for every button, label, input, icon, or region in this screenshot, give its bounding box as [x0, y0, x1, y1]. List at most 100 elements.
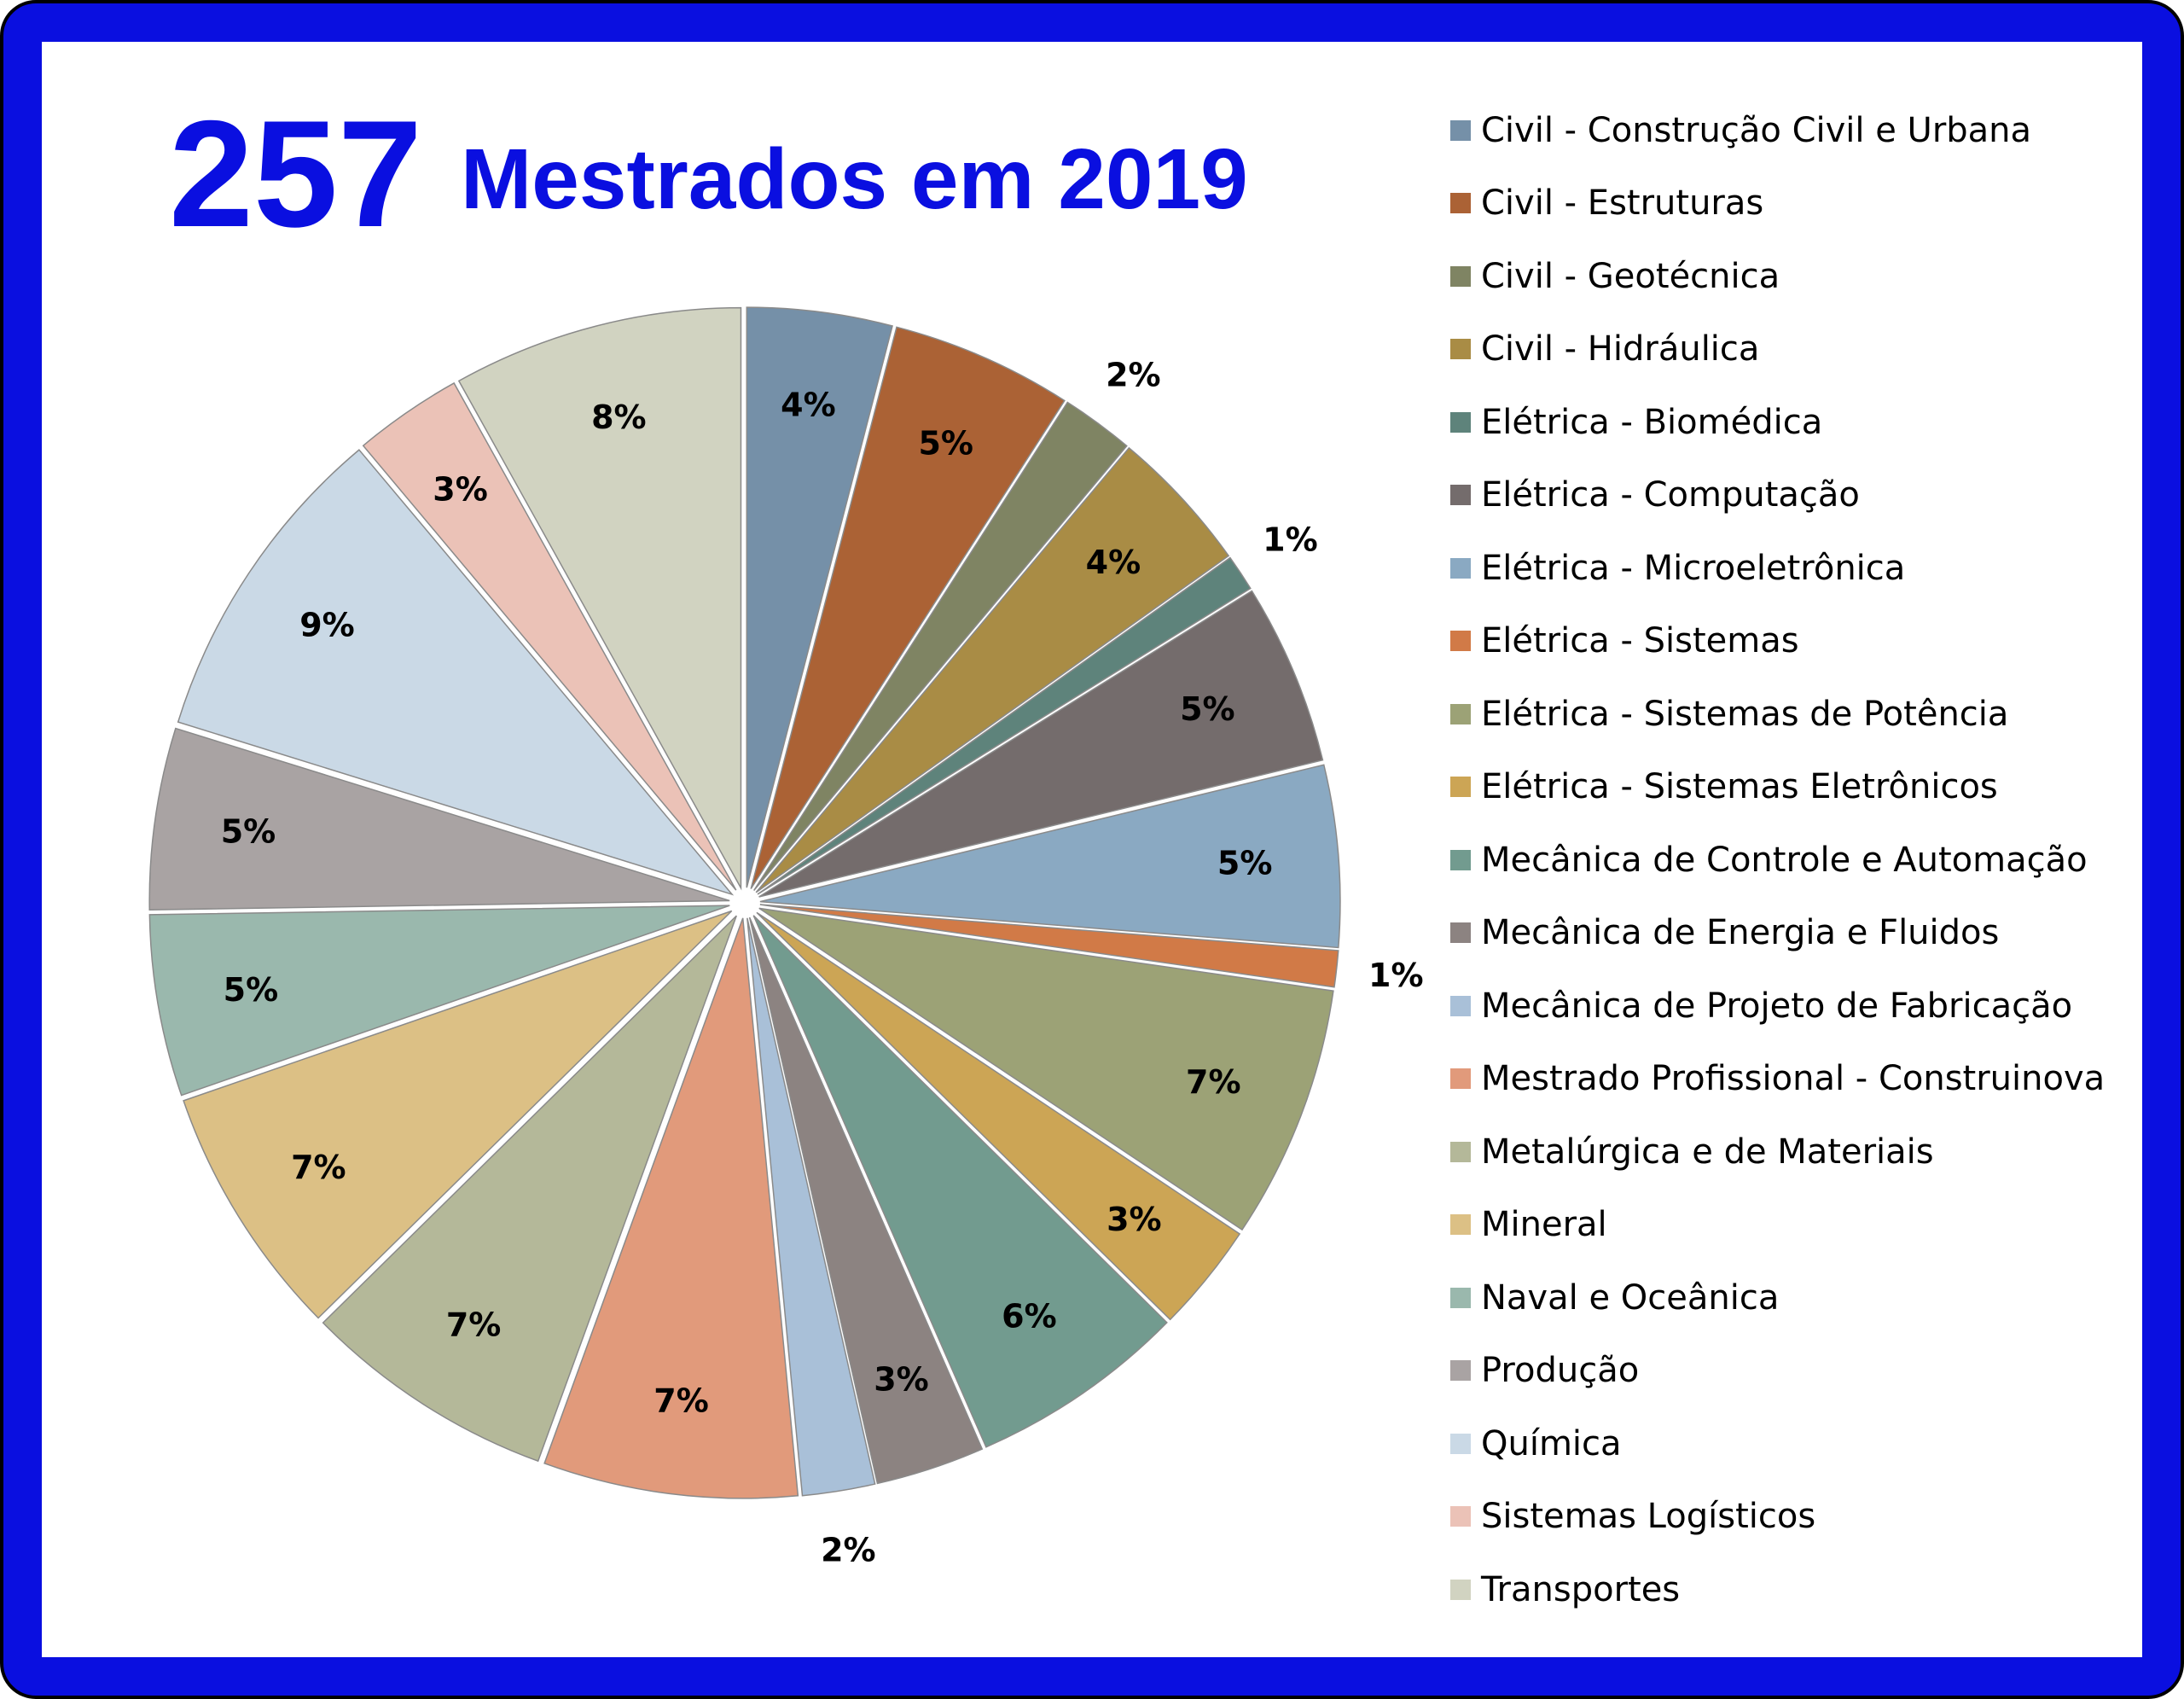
legend-label: Elétrica - Microeletrônica: [1481, 548, 1906, 588]
legend-item: Civil - Estruturas: [1450, 167, 2133, 241]
slice-percent-label: 2%: [1106, 357, 1161, 394]
pie-slice: [362, 381, 737, 891]
pie-slice: [756, 911, 1241, 1321]
legend-swatch: [1450, 411, 1471, 433]
legend-item: Elétrica - Computação: [1450, 459, 2133, 532]
legend-item: Mestrado Profissional - Construinova: [1450, 1043, 2133, 1116]
legend-swatch: [1450, 922, 1471, 944]
pie-slice: [177, 449, 735, 896]
pie-slice: [746, 306, 893, 888]
legend-swatch: [1450, 485, 1471, 506]
legend-swatch: [1450, 849, 1471, 870]
legend-label: Metalúrgica e de Materiais: [1481, 1132, 1934, 1172]
legend-item: Metalúrgica e de Materiais: [1450, 1115, 2133, 1189]
chart-title: Mestrados em 2019: [461, 131, 1248, 227]
legend-item: Transportes: [1450, 1553, 2133, 1626]
pie-slice: [148, 905, 730, 1097]
pie-slice: [543, 917, 799, 1499]
pie-slice: [148, 727, 730, 911]
legend-swatch: [1450, 777, 1471, 798]
slice-percent-label: 6%: [1002, 1297, 1057, 1335]
pie-slice: [759, 764, 1341, 949]
legend-label: Civil - Construção Civil e Urbana: [1481, 110, 2032, 150]
legend-item: Naval e Oceânica: [1450, 1261, 2133, 1335]
total-count: 257: [169, 89, 422, 259]
pie-slice: [752, 915, 1168, 1448]
pie-slice: [758, 590, 1324, 898]
legend-label: Naval e Oceânica: [1481, 1277, 1780, 1318]
pie-slice: [755, 446, 1230, 893]
legend-label: Transportes: [1481, 1569, 1681, 1609]
legend-swatch: [1450, 339, 1471, 360]
legend-label: Química: [1481, 1423, 1622, 1463]
legend-label: Civil - Hidráulica: [1481, 329, 1760, 369]
slice-percent-label: 4%: [1086, 544, 1141, 581]
pie-slice: [757, 556, 1252, 895]
legend-label: Elétrica - Sistemas Eletrônicos: [1481, 767, 1998, 807]
pie-slice: [753, 401, 1128, 891]
legend-swatch: [1450, 1287, 1471, 1308]
pie-slice: [322, 915, 737, 1463]
slice-percent-label: 7%: [291, 1149, 346, 1186]
slice-percent-label: 5%: [224, 971, 279, 1009]
legend-swatch: [1450, 1506, 1471, 1527]
pie-slice: [758, 907, 1334, 1231]
slice-percent-label: 1%: [1263, 521, 1318, 559]
legend-item: Elétrica - Sistemas: [1450, 605, 2133, 678]
legend-item: Elétrica - Sistemas Eletrônicos: [1450, 751, 2133, 824]
chart-legend: Civil - Construção Civil e Urbana Civil -…: [1450, 94, 2133, 1626]
slice-percent-label: 5%: [1180, 690, 1235, 728]
pie-slice: [759, 904, 1339, 988]
slice-percent-label: 7%: [653, 1382, 709, 1419]
legend-label: Mecânica de Energia e Fluidos: [1481, 913, 2000, 953]
slice-percent-label: 5%: [221, 812, 276, 850]
slice-percent-label: 3%: [874, 1361, 929, 1399]
slice-percent-label: 4%: [781, 387, 836, 424]
slice-percent-label: 9%: [299, 606, 355, 643]
legend-item: Civil - Construção Civil e Urbana: [1450, 94, 2133, 167]
slice-percent-label: 5%: [1217, 844, 1273, 882]
legend-label: Mecânica de Projeto de Fabricação: [1481, 986, 2073, 1026]
legend-label: Elétrica - Sistemas de Potência: [1481, 694, 2009, 734]
legend-label: Elétrica - Computação: [1481, 475, 1860, 515]
legend-label: Mecânica de Controle e Automação: [1481, 840, 2088, 880]
legend-item: Química: [1450, 1407, 2133, 1481]
legend-swatch: [1450, 193, 1471, 214]
legend-swatch: [1450, 265, 1471, 287]
slice-percent-label: 2%: [821, 1531, 876, 1568]
legend-swatch: [1450, 1360, 1471, 1382]
legend-item: Elétrica - Microeletrônica: [1450, 532, 2133, 605]
legend-item: Mineral: [1450, 1189, 2133, 1262]
legend-label: Civil - Geotécnica: [1481, 256, 1780, 296]
legend-item: Sistemas Logísticos: [1450, 1481, 2133, 1554]
legend-item: Civil - Geotécnica: [1450, 240, 2133, 313]
legend-swatch: [1450, 557, 1471, 579]
legend-item: Produção: [1450, 1335, 2133, 1408]
legend-swatch: [1450, 1068, 1471, 1090]
pie-slice: [750, 326, 1066, 889]
slice-percent-label: 3%: [433, 471, 488, 509]
legend-item: Mecânica de Controle e Automação: [1450, 823, 2133, 897]
legend-item: Mecânica de Energia e Fluidos: [1450, 897, 2133, 970]
pie-slice: [746, 917, 876, 1497]
legend-label: Mineral: [1481, 1205, 1607, 1245]
legend-label: Elétrica - Sistemas: [1481, 621, 1799, 661]
legend-label: Sistemas Logísticos: [1481, 1497, 1816, 1537]
legend-label: Elétrica - Biomédica: [1481, 402, 1823, 442]
legend-swatch: [1450, 1141, 1471, 1162]
pie-slice: [748, 916, 984, 1485]
legend-label: Produção: [1481, 1351, 1640, 1391]
slice-percent-label: 5%: [918, 424, 973, 462]
pie-slice: [457, 306, 742, 891]
legend-item: Elétrica - Sistemas de Potência: [1450, 678, 2133, 751]
slice-percent-label: 7%: [1186, 1063, 1241, 1101]
pie-slice: [183, 910, 733, 1319]
legend-swatch: [1450, 631, 1471, 652]
legend-swatch: [1450, 1579, 1471, 1600]
slice-percent-label: 3%: [1107, 1201, 1162, 1238]
slice-percent-label: 1%: [1368, 957, 1424, 994]
slice-percent-label: 8%: [591, 399, 647, 436]
legend-swatch: [1450, 1433, 1471, 1454]
legend-swatch: [1450, 995, 1471, 1016]
